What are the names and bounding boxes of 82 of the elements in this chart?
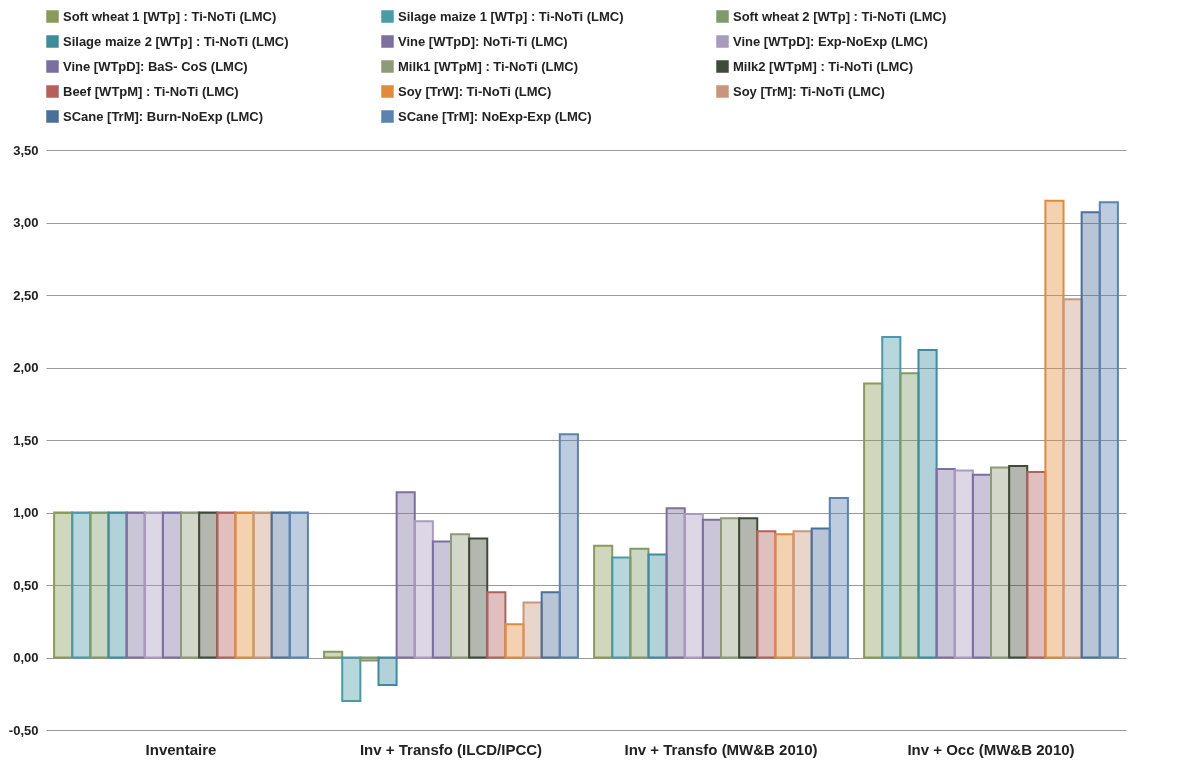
legend-label: Soft wheat 1 [WTp] : Ti-NoTi (LMC) bbox=[63, 8, 277, 24]
legend-label: Vine [WTpD]: NoTi-Ti (LMC) bbox=[398, 33, 568, 49]
bar bbox=[53, 511, 74, 659]
x-tick-label: Inventaire bbox=[145, 740, 217, 758]
bar bbox=[288, 511, 309, 659]
legend-label: Soy [TrW]: Ti-NoTi (LMC) bbox=[398, 83, 552, 99]
bar bbox=[647, 553, 668, 659]
bar bbox=[971, 473, 992, 659]
bar bbox=[323, 650, 344, 659]
legend-label: Vine [WTpD]: BaS- CoS (LMC) bbox=[63, 58, 248, 74]
bar bbox=[270, 511, 291, 659]
legend-label: Vine [WTpD]: Exp-NoExp (LMC) bbox=[733, 33, 928, 49]
bar bbox=[107, 511, 128, 659]
bar bbox=[522, 601, 543, 659]
legend-label: Soft wheat 2 [WTp] : Ti-NoTi (LMC) bbox=[733, 8, 947, 24]
bar bbox=[899, 372, 920, 659]
bar bbox=[720, 517, 741, 659]
bar bbox=[377, 656, 398, 687]
x-tick-label: Inv + Occ (MW&B 2010) bbox=[907, 740, 1075, 758]
bar bbox=[828, 497, 849, 659]
bar bbox=[341, 656, 362, 702]
bar bbox=[89, 511, 110, 659]
y-tick-label: -0,50 bbox=[8, 722, 39, 738]
bar bbox=[1062, 298, 1083, 659]
bar bbox=[611, 556, 632, 659]
y-tick-label: 2,50 bbox=[13, 287, 39, 303]
bar bbox=[252, 511, 273, 659]
bar bbox=[701, 518, 722, 659]
bar bbox=[738, 517, 759, 659]
legend-label: Silage maize 1 [WTp] : Ti-NoTi (LMC) bbox=[398, 8, 624, 24]
bar bbox=[792, 530, 813, 659]
bar bbox=[143, 511, 164, 659]
bar bbox=[558, 433, 579, 659]
legend-label: Beef [WTpM] : Ti-NoTi (LMC) bbox=[63, 83, 239, 99]
legend-label: Soy [TrM]: Ti-NoTi (LMC) bbox=[733, 83, 885, 99]
bar bbox=[216, 511, 237, 659]
bar bbox=[683, 512, 704, 659]
y-tick-label: 3,00 bbox=[13, 215, 39, 230]
bar bbox=[198, 511, 219, 659]
legend-label: Milk2 [WTpM] : Ti-NoTi (LMC) bbox=[733, 58, 914, 74]
bar bbox=[1044, 199, 1065, 659]
bar bbox=[990, 466, 1011, 659]
y-tick-label: 1,50 bbox=[13, 432, 39, 448]
bar bbox=[935, 468, 956, 659]
legend-label: SCane [TrM]: Burn-NoExp (LMC) bbox=[63, 108, 264, 124]
legend-label: Silage maize 2 [WTp] : Ti-NoTi (LMC) bbox=[63, 33, 289, 49]
bar bbox=[593, 544, 614, 659]
bar bbox=[953, 469, 974, 659]
bar bbox=[774, 533, 795, 659]
bar bbox=[1080, 211, 1101, 659]
bar bbox=[540, 591, 561, 659]
bar bbox=[756, 530, 777, 659]
bar bbox=[1098, 201, 1119, 659]
x-tick-label: Inv + Transfo (ILCD/IPCC) bbox=[359, 740, 543, 758]
bar bbox=[863, 382, 884, 659]
bar bbox=[504, 623, 525, 659]
y-tick-label: 0,00 bbox=[13, 650, 39, 665]
bar bbox=[395, 491, 416, 659]
x-tick-label: Inv + Transfo (MW&B 2010) bbox=[624, 740, 818, 758]
bar bbox=[180, 511, 201, 659]
bar bbox=[486, 591, 507, 659]
bar bbox=[629, 547, 650, 659]
bar bbox=[125, 511, 146, 659]
legend-label: SCane [TrM]: NoExp-Exp (LMC) bbox=[398, 108, 592, 124]
y-tick-label: 2,00 bbox=[13, 360, 39, 375]
bar bbox=[413, 520, 434, 659]
bar bbox=[71, 511, 92, 659]
bar bbox=[450, 533, 471, 659]
bar bbox=[665, 507, 686, 659]
bar bbox=[431, 540, 452, 659]
bar bbox=[917, 349, 938, 659]
bar bbox=[161, 511, 182, 659]
y-tick-label: 3,50 bbox=[13, 142, 39, 158]
y-tick-label: 0,50 bbox=[13, 577, 39, 593]
bar bbox=[881, 336, 902, 659]
bar bbox=[234, 511, 255, 659]
bar bbox=[468, 537, 489, 659]
bar bbox=[810, 527, 831, 659]
bar bbox=[1026, 470, 1047, 659]
y-tick-label: 1,00 bbox=[13, 505, 39, 520]
bar bbox=[1008, 465, 1029, 659]
legend-label: Milk1 [WTpM] : Ti-NoTi (LMC) bbox=[398, 58, 579, 74]
